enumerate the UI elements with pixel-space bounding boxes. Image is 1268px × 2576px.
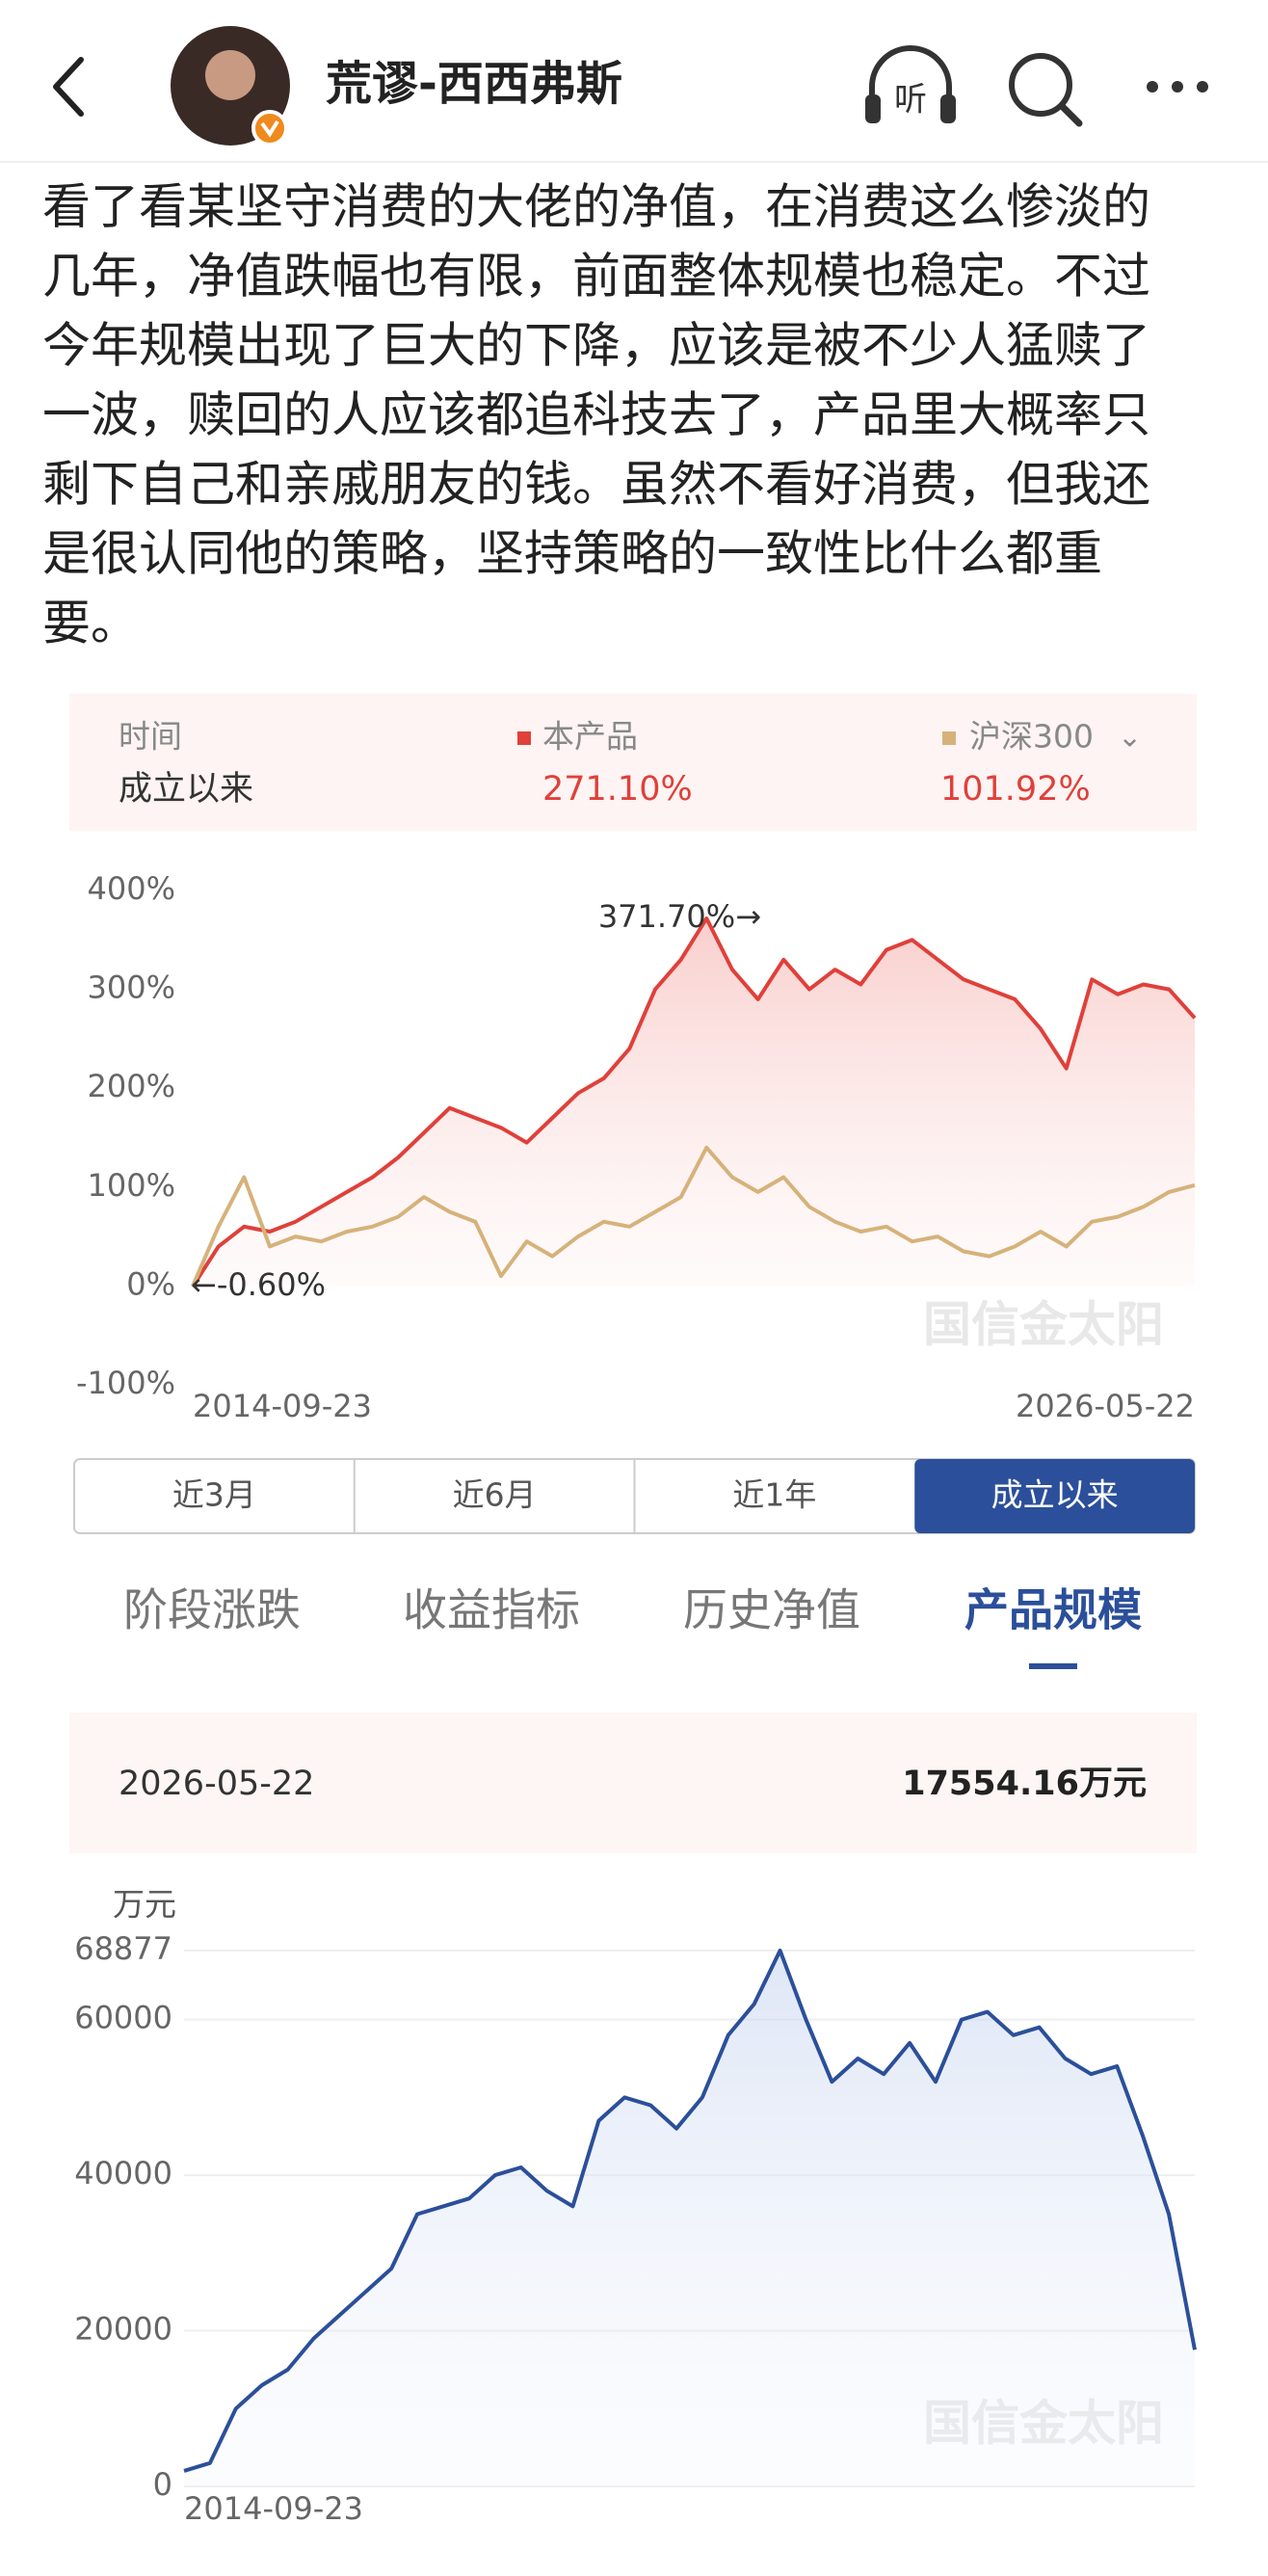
range-button[interactable]: 成立以来 — [991, 1476, 1119, 1514]
summary-card — [69, 694, 1197, 831]
range-button[interactable]: 近1年 — [732, 1476, 816, 1514]
badge-check — [260, 120, 279, 138]
range-button-active — [914, 1459, 1195, 1533]
area — [184, 1951, 1195, 2486]
author-name[interactable]: 荒谬-西西弗斯 — [326, 57, 622, 111]
y-tick-label: 20000 — [74, 2311, 172, 2348]
listen-label: 听 — [894, 81, 927, 120]
post-line: 是很认同他的策略，坚持策略的一致性比什么都重 — [42, 526, 1102, 582]
back-button[interactable] — [53, 57, 84, 117]
y-axis-label: 万元 — [113, 1886, 176, 1924]
scale-value: 17554.16万元 — [902, 1765, 1147, 1803]
y-tick-label: 60000 — [74, 2000, 172, 2036]
watermark: 国信金太阳 — [923, 1297, 1164, 1353]
y-tick-label: 40000 — [74, 2155, 172, 2191]
tab[interactable]: 历史净值 — [683, 1584, 860, 1636]
y-tick-label: 200% — [88, 1068, 175, 1104]
tab[interactable]: 阶段涨跌 — [123, 1584, 301, 1636]
y-tick-label: -100% — [76, 1365, 175, 1401]
legend-label: 沪深300 — [969, 718, 1094, 756]
y-tick-label: 300% — [88, 969, 175, 1006]
post-text: 看了看某坚守消费的大佬的净值，在消费这么惨淡的几年，净值跌幅也有限，前面整体规模… — [42, 179, 1150, 651]
time-value: 成立以来 — [119, 770, 253, 809]
summary-value: 271.10% — [542, 770, 693, 809]
range-button[interactable]: 近6月 — [453, 1476, 537, 1514]
line — [183, 1949, 1197, 2473]
y-tick-label: 400% — [88, 870, 175, 907]
y-tick-label: 100% — [88, 1167, 175, 1204]
y-tick-label: 0% — [126, 1265, 175, 1302]
line — [191, 1145, 1196, 1288]
annotation: 371.70%→ — [598, 898, 761, 935]
tab-underline — [1029, 1663, 1077, 1669]
post-line: 一波，赎回的人应该都追科技去了，产品里大概率只 — [42, 387, 1150, 443]
legend-swatch — [942, 731, 956, 745]
x-tick-label: 2014-09-23 — [184, 2490, 363, 2527]
avatar-face — [205, 50, 255, 100]
scale-card — [69, 1713, 1197, 1853]
annotation: ←-0.60% — [191, 1266, 326, 1303]
x-tick-label: 2014-09-23 — [193, 1388, 372, 1424]
tab[interactable]: 产品规模 — [964, 1584, 1142, 1636]
tab[interactable]: 收益指标 — [403, 1584, 580, 1636]
x-tick-label: 2026-05-22 — [1016, 1388, 1195, 1424]
post-line: 剩下自己和亲戚朋友的钱。虽然不看好消费，但我还 — [42, 457, 1150, 513]
area — [193, 918, 1195, 1287]
listen-icon[interactable]: 听 — [865, 45, 956, 123]
post-line: 今年规模出现了巨大的下降，应该是被不少人猛赎了 — [42, 318, 1150, 374]
summary-value: 101.92% — [940, 770, 1091, 809]
legend-label: 本产品 — [542, 718, 638, 756]
verified-badge — [251, 110, 288, 146]
post-line: 几年，净值跌幅也有限，前面整体规模也稳定。不过 — [42, 249, 1150, 305]
time-label: 时间 — [119, 718, 182, 756]
post-line: 要。 — [42, 596, 139, 651]
y-tick-label: 68877 — [74, 1930, 172, 1967]
scale-date: 2026-05-22 — [119, 1765, 314, 1803]
post-line: 看了看某坚守消费的大佬的净值，在消费这么惨淡的 — [42, 179, 1150, 235]
search-icon[interactable] — [1009, 53, 1083, 127]
y-tick-label: 0 — [153, 2466, 172, 2503]
range-button[interactable]: 近3月 — [172, 1476, 256, 1514]
legend-swatch — [517, 731, 531, 745]
more-button[interactable] — [1147, 81, 1208, 93]
dropdown-arrow[interactable]: ⌄ — [1118, 721, 1142, 755]
line — [191, 916, 1197, 1288]
